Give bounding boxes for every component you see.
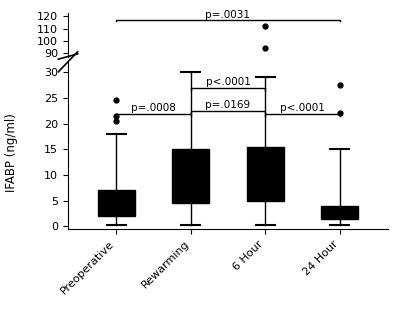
Text: p=.0008: p=.0008 — [131, 103, 176, 113]
PathPatch shape — [98, 154, 135, 160]
Text: p=.0169: p=.0169 — [206, 100, 250, 110]
PathPatch shape — [247, 147, 284, 201]
PathPatch shape — [98, 190, 135, 216]
Text: p<.0001: p<.0001 — [206, 77, 250, 87]
Text: IFABP (ng/ml): IFABP (ng/ml) — [6, 113, 18, 192]
Text: p<.0001: p<.0001 — [280, 103, 325, 113]
PathPatch shape — [321, 206, 358, 219]
PathPatch shape — [247, 143, 284, 156]
PathPatch shape — [172, 149, 209, 203]
PathPatch shape — [321, 157, 358, 161]
Text: p=.0031: p=.0031 — [206, 10, 250, 20]
PathPatch shape — [172, 144, 209, 157]
